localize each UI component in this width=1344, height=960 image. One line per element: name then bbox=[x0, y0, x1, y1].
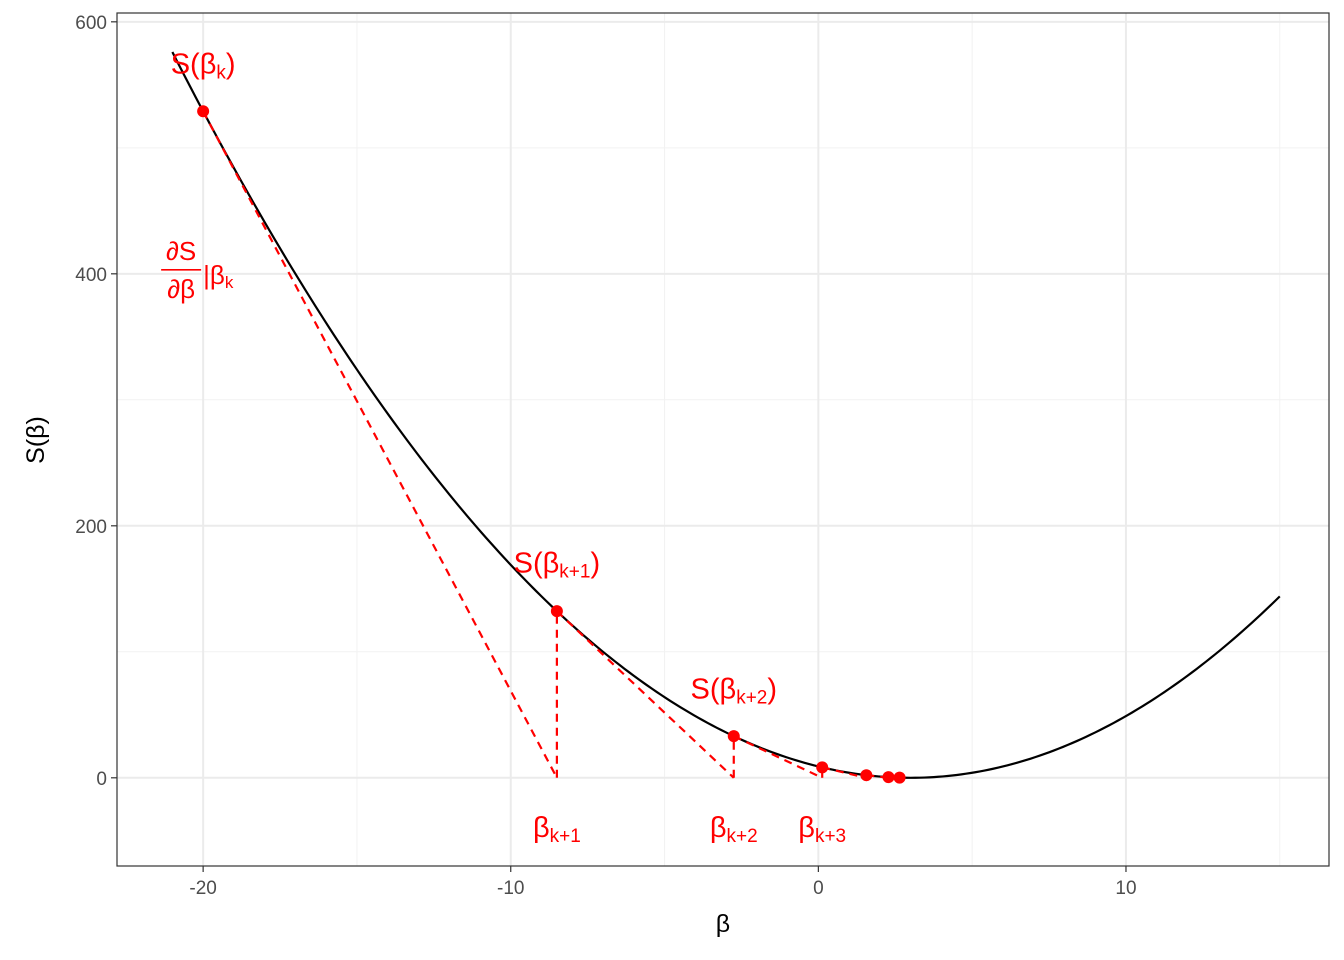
x-axis: -20 -10 0 10 bbox=[189, 866, 1137, 899]
iterate-point bbox=[882, 771, 895, 784]
objective-curve bbox=[171, 51, 1281, 779]
y-tick-label: 200 bbox=[75, 517, 107, 538]
plot-background bbox=[117, 13, 1329, 866]
tangent-segment bbox=[733, 735, 823, 779]
derivative-evaluation: |βk bbox=[203, 260, 234, 292]
x-tick-label: -20 bbox=[189, 878, 216, 899]
curve-layer bbox=[171, 51, 1281, 779]
annotation-layer: S(βk) ∂S ∂β |βk S(βk+1) S(βk+2) βk+1 βk+2 βk+3 bbox=[161, 49, 846, 847]
annotation-b-k2: βk+2 bbox=[710, 812, 758, 847]
y-axis-title: S(β) bbox=[22, 416, 50, 464]
iterate-point bbox=[816, 761, 829, 774]
derivative-denominator: ∂β bbox=[167, 274, 195, 304]
x-tick-label: 0 bbox=[813, 878, 824, 899]
iterate-point bbox=[550, 605, 563, 618]
derivative-numerator: ∂S bbox=[166, 236, 196, 266]
grid-major bbox=[117, 13, 1329, 866]
x-axis-title: β bbox=[716, 910, 730, 938]
annotation-b-k1: βk+1 bbox=[533, 812, 581, 847]
point-layer bbox=[197, 105, 906, 784]
annotation-b-k3: βk+3 bbox=[798, 812, 846, 847]
y-axis: 0 200 400 600 bbox=[75, 13, 117, 790]
grid-minor bbox=[117, 13, 1329, 866]
tangent-segment bbox=[556, 610, 735, 779]
y-tick-label: 0 bbox=[96, 769, 107, 790]
y-tick-label: 600 bbox=[75, 13, 107, 34]
iterate-point bbox=[197, 105, 210, 118]
iterate-point bbox=[727, 730, 740, 743]
annotation-s-bk1: S(βk+1) bbox=[514, 548, 601, 583]
x-tick-label: 10 bbox=[1115, 878, 1136, 899]
annotation-s-bk: S(βk) bbox=[171, 49, 236, 84]
plot-border bbox=[116, 12, 1330, 867]
tangent-segment bbox=[821, 766, 867, 779]
iterate-point bbox=[860, 769, 873, 782]
y-tick-label: 400 bbox=[75, 265, 107, 286]
annotation-s-bk2: S(βk+2) bbox=[691, 674, 778, 709]
iterate-point bbox=[893, 771, 906, 784]
x-tick-label: -10 bbox=[497, 878, 524, 899]
